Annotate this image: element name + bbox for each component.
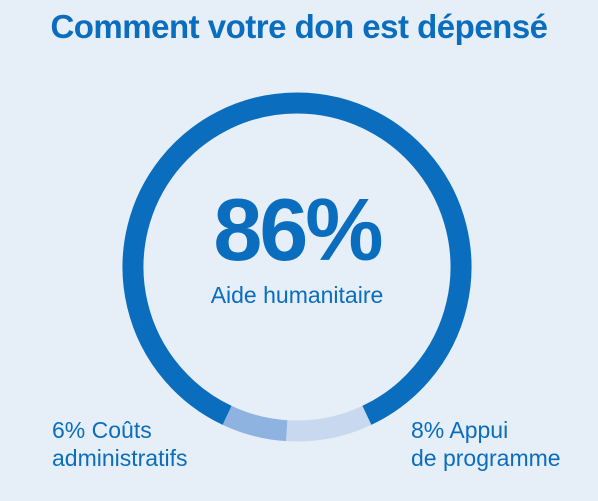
label-couts-administratifs: 6% Coûts administratifs — [52, 416, 187, 472]
label-admin-line2: administratifs — [52, 445, 188, 471]
label-programme-line1: 8% Appui — [411, 417, 509, 443]
chart-title: Comment votre don est dépensé — [50, 8, 548, 45]
center-value: 86% — [213, 180, 381, 279]
center-label: Aide humanitaire — [211, 282, 384, 308]
label-appui-de-programme: 8% Appui de programme — [411, 416, 561, 472]
slice-couts-administratifs — [222, 405, 288, 442]
label-programme-line2: de programme — [411, 445, 561, 471]
slice-appui-de-programme — [286, 405, 372, 442]
label-admin-line1: 6% Coûts — [52, 417, 152, 443]
slice-aide-humanitaire — [122, 92, 472, 425]
